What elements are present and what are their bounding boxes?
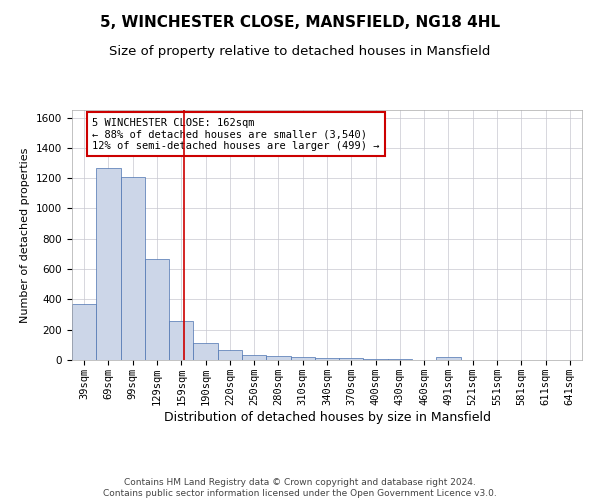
Bar [72,304,96,360]
Bar [388,359,412,360]
Bar [242,354,266,360]
Bar [364,359,388,360]
Bar [290,358,315,360]
Bar [193,342,218,360]
Bar [121,176,145,360]
Bar [218,350,242,360]
X-axis label: Distribution of detached houses by size in Mansfield: Distribution of detached houses by size … [163,410,491,424]
Bar [315,358,339,360]
Y-axis label: Number of detached properties: Number of detached properties [20,148,31,322]
Bar [145,259,169,360]
Text: 5 WINCHESTER CLOSE: 162sqm
← 88% of detached houses are smaller (3,540)
12% of s: 5 WINCHESTER CLOSE: 162sqm ← 88% of deta… [92,118,380,150]
Text: Contains HM Land Registry data © Crown copyright and database right 2024.
Contai: Contains HM Land Registry data © Crown c… [103,478,497,498]
Bar [436,358,461,360]
Bar [169,321,193,360]
Bar [339,358,364,360]
Bar [96,168,121,360]
Text: Size of property relative to detached houses in Mansfield: Size of property relative to detached ho… [109,45,491,58]
Bar [266,356,290,360]
Text: 5, WINCHESTER CLOSE, MANSFIELD, NG18 4HL: 5, WINCHESTER CLOSE, MANSFIELD, NG18 4HL [100,15,500,30]
